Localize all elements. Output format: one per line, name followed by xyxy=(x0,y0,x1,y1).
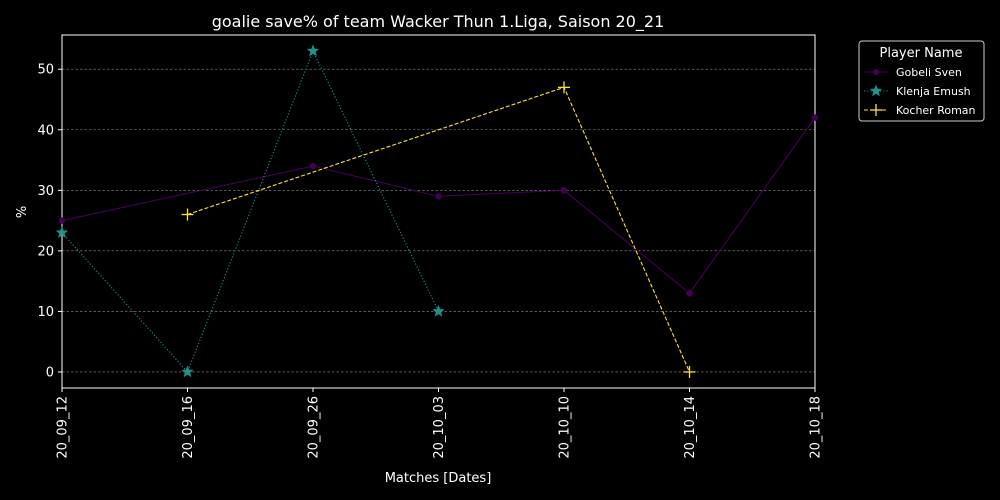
legend-item: Kocher Roman xyxy=(864,104,976,117)
legend-label: Klenja Emush xyxy=(896,85,971,98)
y-tick-label: 10 xyxy=(37,305,54,320)
legend-box xyxy=(858,40,985,122)
x-tick-label: 20_10_14 xyxy=(683,396,698,459)
data-point xyxy=(869,84,883,97)
x-tick-label: 20_10_03 xyxy=(432,396,447,459)
y-tick-label: 50 xyxy=(37,63,54,78)
data-point xyxy=(181,208,194,221)
y-tick-label: 40 xyxy=(37,123,54,138)
y-tick-label: 30 xyxy=(37,184,54,199)
legend-items: Gobeli Sven Klenja Emush Kocher Roman xyxy=(864,66,976,117)
legend-label: Gobeli Sven xyxy=(896,66,962,79)
data-point xyxy=(686,289,693,297)
legend-label: Kocher Roman xyxy=(896,104,976,117)
data-point xyxy=(873,69,879,75)
x-axis: 20_09_12 20_09_16 20_09_26 20_10_03 20_10_10… xyxy=(56,388,824,459)
data-point xyxy=(58,217,66,224)
data-point xyxy=(181,365,194,378)
x-tick-label: 20_10_10 xyxy=(558,396,573,459)
x-tick-label: 20_09_16 xyxy=(181,396,196,459)
data-point xyxy=(811,114,819,121)
data-point xyxy=(870,104,882,116)
series-gobeli-sven xyxy=(58,114,819,297)
series-line xyxy=(187,86,691,373)
y-axis: 0 10 20 30 40 50 xyxy=(37,63,62,380)
x-tick-label: 20_09_26 xyxy=(307,396,322,459)
series-line xyxy=(61,117,816,295)
series-line xyxy=(61,49,439,373)
x-tick-label: 20_09_12 xyxy=(56,396,71,459)
data-point xyxy=(558,81,570,94)
data-point xyxy=(309,162,317,170)
data-point xyxy=(435,193,442,200)
x-tick-label: 20_10_18 xyxy=(809,396,824,459)
legend-title: Player Name xyxy=(880,46,963,61)
grid-lines xyxy=(62,68,815,373)
chart-title: goalie save% of team Wacker Thun 1.Liga,… xyxy=(212,12,665,32)
y-axis-label: % xyxy=(15,206,30,218)
series-klenja-emush xyxy=(55,44,445,378)
plot-area xyxy=(61,34,816,389)
x-axis-label: Matches [Dates] xyxy=(385,471,492,486)
data-point xyxy=(55,225,69,239)
series-kocher-roman xyxy=(181,81,696,378)
data-point xyxy=(306,44,320,57)
legend-item: Klenja Emush xyxy=(864,84,971,98)
y-tick-label: 0 xyxy=(46,365,54,380)
series-layer xyxy=(55,44,819,378)
legend: Player Name Gobeli Sven Klenja Emush Koche… xyxy=(858,40,985,122)
legend-item: Gobeli Sven xyxy=(864,66,962,79)
data-point xyxy=(432,304,445,317)
y-tick-label: 20 xyxy=(37,244,54,259)
data-point xyxy=(560,187,568,194)
data-point xyxy=(683,365,696,378)
